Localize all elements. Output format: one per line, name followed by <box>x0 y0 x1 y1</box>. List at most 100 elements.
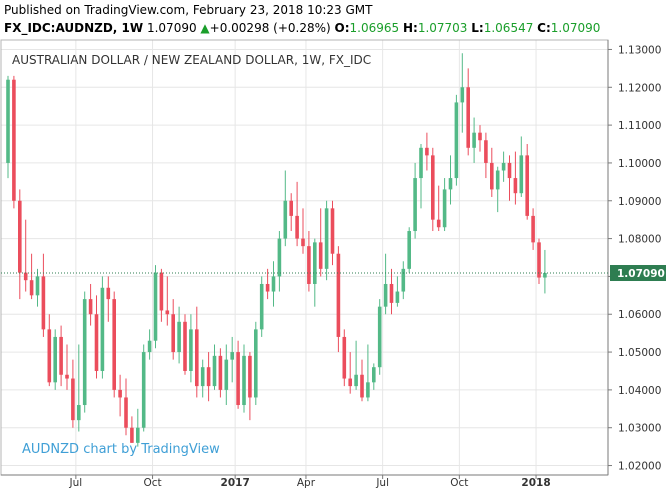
candle-body-up <box>377 306 382 368</box>
candle-body-down <box>513 178 518 194</box>
candle-body-down <box>183 321 187 371</box>
candle-body-down <box>106 287 111 300</box>
low-value: 1.06547 <box>483 21 534 35</box>
y-tick-label: 1.11000 <box>618 120 661 132</box>
y-tick-label: 1.06000 <box>618 309 661 321</box>
candle-body-down <box>94 314 99 371</box>
candle-body-up <box>372 367 376 383</box>
close-label: C: <box>537 21 551 35</box>
candle-body-down <box>206 367 211 387</box>
last-price-marker: 1.07090 <box>1 265 666 282</box>
y-tick-label: 1.04000 <box>618 385 661 397</box>
y-tick-label: 1.10000 <box>618 158 661 170</box>
candle-body-down <box>59 336 63 375</box>
candle-body-down <box>265 283 270 292</box>
candle-body-down <box>348 378 352 387</box>
y-tick-label: 1.12000 <box>618 82 661 94</box>
candle-body-up <box>413 178 417 232</box>
candle-body-down <box>360 374 364 398</box>
candle-body-down <box>171 314 175 353</box>
candle-body-down <box>124 397 128 428</box>
candle-body-up <box>395 291 400 303</box>
candle-body-up <box>407 231 411 269</box>
candle-body-up <box>100 287 105 371</box>
candle-body-down <box>531 215 535 243</box>
candle-body-up <box>366 382 370 398</box>
candle-body-up <box>177 321 181 353</box>
candle-body-down <box>248 355 252 398</box>
candle-body-down <box>47 329 52 383</box>
candle-body-down <box>425 147 429 156</box>
candle-body-down <box>130 427 134 443</box>
candle-body-down <box>389 283 394 303</box>
candle-body-up <box>401 268 406 292</box>
candle-body-up <box>200 367 205 387</box>
close-value: 1.07090 <box>550 21 601 35</box>
candle-body-down <box>218 355 223 390</box>
y-tick-label: 1.03000 <box>618 423 661 435</box>
high-label: H: <box>402 21 418 35</box>
candle-body-up <box>141 352 146 428</box>
candle-body-down <box>537 242 541 278</box>
candle-body-up <box>354 374 358 387</box>
candle-body-down <box>195 329 199 387</box>
candle-body-down <box>23 272 28 281</box>
y-tick-label: 1.13000 <box>618 44 661 56</box>
candle-body-up <box>442 189 447 228</box>
candle-body-down <box>318 242 323 269</box>
grid-lines <box>1 40 608 475</box>
candle-body-down <box>342 336 347 379</box>
candle-body-down <box>118 389 122 398</box>
candle-body-up <box>153 272 158 341</box>
candle-body-up <box>242 355 246 406</box>
candle-body-up <box>383 283 388 307</box>
candle-body-up <box>254 329 258 398</box>
candle-body-up <box>419 147 423 179</box>
candle-body-up <box>136 427 140 443</box>
x-tick-label: Apr <box>297 477 316 489</box>
candle-body-down <box>336 253 341 337</box>
candle-body-down <box>112 299 116 390</box>
candle-body-down <box>484 140 488 163</box>
candle-body-up <box>543 273 547 278</box>
candle-body-up <box>189 329 193 371</box>
candle-body-down <box>18 200 22 273</box>
candle-body-up <box>53 336 57 383</box>
published-line: Published on TradingView.com, February 2… <box>4 3 373 17</box>
candle-body-down <box>301 238 305 247</box>
candle-body-down <box>330 208 335 254</box>
change-arrow-icon: ▲ <box>200 21 210 35</box>
candle-body-up <box>147 340 152 353</box>
y-axis-ticks: 1.13000 1.12000 1.11000 1.10000 1.09000 1.080… <box>608 44 661 473</box>
plot-frame <box>0 39 609 476</box>
candle-body-down <box>159 272 164 311</box>
low-label: L: <box>471 21 484 35</box>
candle-body-up <box>230 352 234 360</box>
candle-body-up <box>35 276 40 296</box>
candle-body-down <box>307 246 311 284</box>
high-value: 1.07703 <box>417 21 468 35</box>
candle-body-down <box>165 310 170 315</box>
candle-body-up <box>324 208 329 269</box>
y-tick-label: 1.08000 <box>618 234 661 246</box>
candle-body-down <box>431 155 435 220</box>
candle-body-up <box>259 283 264 330</box>
candle-body-up <box>6 79 10 163</box>
candle-body-up <box>448 178 453 190</box>
candle-body-down <box>490 162 494 190</box>
candle-body-up <box>283 200 288 239</box>
candle-body-down <box>289 200 293 216</box>
candle-body-down <box>12 79 16 201</box>
watermark: AUDNZD chart by TradingView <box>22 442 220 457</box>
candle-body-up <box>495 170 500 190</box>
candle-body-up <box>501 162 506 171</box>
candle-body-down <box>466 87 470 148</box>
candle-body-down <box>65 374 69 379</box>
chart-title: AUSTRALIAN DOLLAR / NEW ZEALAND DOLLAR, … <box>12 53 371 67</box>
y-tick-label: 1.09000 <box>618 196 661 208</box>
candle-body-down <box>478 132 482 141</box>
candle-body-up <box>82 299 87 406</box>
x-tick-label: 2017 <box>221 477 250 489</box>
price-change: +0.00298 (+0.28%) <box>209 21 331 35</box>
